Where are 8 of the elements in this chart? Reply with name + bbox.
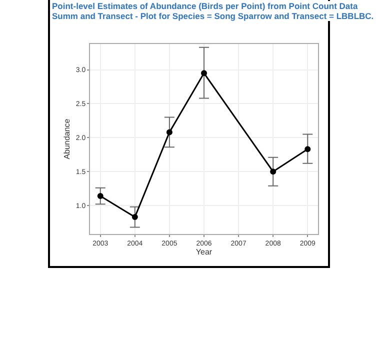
point — [270, 168, 276, 175]
point — [132, 214, 138, 220]
x-axis-title: Year — [196, 248, 212, 256]
point — [304, 146, 311, 152]
point — [201, 70, 207, 76]
chart-title: Point-level Estimates of Abundance (Birds per Point) from Point Count Data Summ and Transect - Plot for Species = Song Sparrow and Transect = LBBLBC. — [52, 1, 378, 21]
y-axis-title: Abundance — [62, 118, 72, 160]
point — [166, 129, 172, 136]
